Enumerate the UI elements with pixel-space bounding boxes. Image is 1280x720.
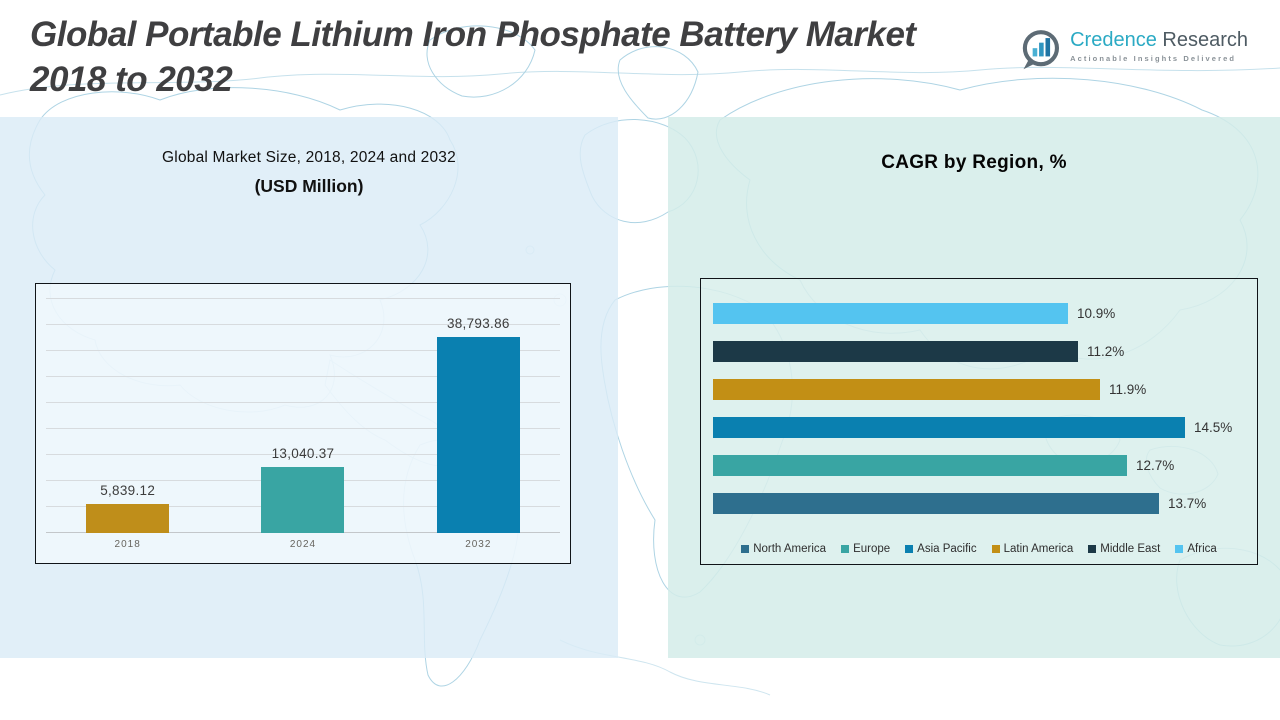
logo-brand: Credence Research xyxy=(1070,28,1248,52)
bar-column-2032: 38,793.86 xyxy=(391,316,566,533)
logo-tagline: Actionable Insights Delivered xyxy=(1070,54,1237,63)
bar-value-label: 38,793.86 xyxy=(446,316,510,331)
bar-value-label: 13,040.37 xyxy=(271,446,335,461)
gridline xyxy=(46,402,560,403)
logo-brand-secondary: Research xyxy=(1162,29,1248,51)
legend-swatch xyxy=(841,545,850,553)
legend-swatch xyxy=(991,545,1000,553)
legend-label: Middle East xyxy=(1100,543,1161,555)
bar-row-North America: 13.7% xyxy=(713,493,1245,514)
bar-chart-bubble-icon xyxy=(1022,30,1060,70)
bar-value-label: 11.2% xyxy=(1087,344,1125,359)
bar-row-Europe: 12.7% xyxy=(713,455,1245,476)
legend-item-north-america: North America xyxy=(741,543,826,555)
legend-item-europe: Europe xyxy=(841,543,890,555)
logo-text: Credence Research Actionable Insights De… xyxy=(1070,28,1248,63)
gridline xyxy=(46,324,560,325)
page-title: Global Portable Lithium Iron Phosphate B… xyxy=(30,12,1020,102)
legend: North America Europe Asia Pacific Latin Ame… xyxy=(701,543,1257,555)
legend-item-asia-pacific: Asia Pacific xyxy=(905,543,977,555)
market-size-title-line2: (USD Million) xyxy=(254,176,364,196)
bar-Asia Pacific[interactable] xyxy=(713,417,1185,438)
market-size-chart-title: Global Market Size, 2018, 2024 and 2032 … xyxy=(0,149,618,197)
legend-label: Asia Pacific xyxy=(917,543,977,555)
bar-2018[interactable] xyxy=(86,504,170,533)
category-label-2024: 2024 xyxy=(289,539,317,550)
bar-value-label: 10.9% xyxy=(1077,306,1116,321)
legend-label: North America xyxy=(753,543,827,555)
bar-value-label: 12.7% xyxy=(1136,458,1175,473)
category-label-2018: 2018 xyxy=(114,539,141,550)
legend-item-middle-east: Middle East xyxy=(1088,543,1160,555)
bar-row-Middle East: 11.2% xyxy=(713,341,1245,362)
bar-2024[interactable] xyxy=(261,467,345,533)
market-size-title-line1: Global Market Size, 2018, 2024 and 2032 xyxy=(162,149,456,166)
legend-label: Africa xyxy=(1187,543,1217,555)
bar-value-label: 13.7% xyxy=(1168,496,1207,511)
bar-2032[interactable] xyxy=(436,337,520,533)
cagr-chart-title: CAGR by Region, % xyxy=(881,152,1067,173)
bar-value-label: 14.5% xyxy=(1194,420,1233,435)
legend-item-latin-america: Latin America xyxy=(991,543,1074,555)
cagr-chart: 10.9% 11.2% 11.9% 14.5% 12.7% 13.7% North Ame… xyxy=(700,278,1258,565)
bar-Europe[interactable] xyxy=(713,455,1127,476)
bar-value-label: 5,839.12 xyxy=(100,483,156,498)
bar-Africa[interactable] xyxy=(713,303,1068,324)
bar-row-Asia Pacific: 14.5% xyxy=(713,417,1245,438)
credence-research-logo: Credence Research Actionable Insights De… xyxy=(1018,28,1248,72)
gridline xyxy=(46,376,560,377)
logo-brand-primary: Credence xyxy=(1070,29,1157,51)
gridline xyxy=(46,454,560,455)
gridline xyxy=(46,428,560,429)
legend-swatch xyxy=(1175,545,1184,553)
bar-Latin America[interactable] xyxy=(713,379,1100,400)
bar-North America[interactable] xyxy=(713,493,1159,514)
gridline xyxy=(46,350,560,351)
bar-area: 5,839.12 13,040.37 38,793.86 xyxy=(40,290,566,533)
bar-value-label: 11.9% xyxy=(1109,382,1147,397)
page-title-line2: 2018 to 2032 xyxy=(30,60,233,99)
legend-swatch xyxy=(741,545,750,553)
bar-column-2024: 13,040.37 xyxy=(215,446,390,533)
legend-label: Europe xyxy=(853,543,891,555)
legend-swatch xyxy=(1088,545,1097,553)
bar-column-2018: 5,839.12 xyxy=(40,483,215,533)
legend-item-africa: Africa xyxy=(1175,543,1217,555)
bar-row-Latin America: 11.9% xyxy=(713,379,1245,400)
legend-label: Latin America xyxy=(1003,543,1074,555)
category-axis: 2018 2024 2032 xyxy=(40,539,566,561)
market-size-chart: 5,839.12 13,040.37 38,793.86 2018 2024 2032 xyxy=(35,283,571,564)
legend-swatch xyxy=(905,545,914,553)
page-title-line1: Global Portable Lithium Iron Phosphate B… xyxy=(30,15,916,54)
bar-Middle East[interactable] xyxy=(713,341,1078,362)
bar-area: 10.9% 11.2% 11.9% 14.5% 12.7% 13.7% xyxy=(713,303,1245,531)
gridline xyxy=(46,298,560,299)
bar-row-Africa: 10.9% xyxy=(713,303,1245,324)
category-label-2032: 2032 xyxy=(465,539,492,550)
